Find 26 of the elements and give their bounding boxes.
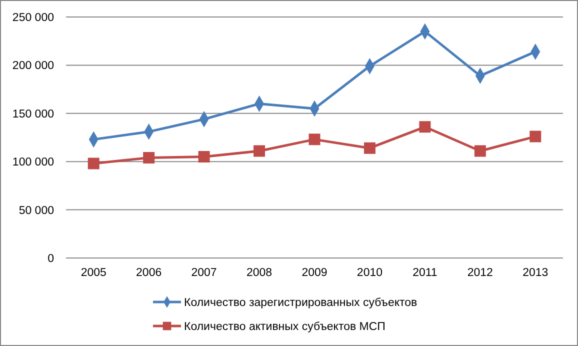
- x-tick-label: 2012: [467, 267, 493, 279]
- point: [474, 145, 486, 157]
- point: [308, 134, 320, 146]
- legend-label: Количество зарегистрированных субъектов: [184, 297, 418, 310]
- x-tick-label: 2008: [246, 267, 272, 279]
- x-tick-label: 2009: [302, 267, 328, 279]
- y-tick-label: 100 000: [12, 156, 54, 169]
- y-tick-label: 200 000: [12, 60, 54, 72]
- point: [254, 145, 266, 157]
- x-tick-label: 2011: [412, 267, 438, 279]
- y-tick-label: 250 000: [12, 12, 54, 24]
- y-tick-label: 50 000: [18, 204, 54, 217]
- x-tick-label: 2006: [136, 267, 162, 279]
- y-tick-label: 150 000: [12, 108, 54, 120]
- legend-label: Количество активных субъектов МСП: [184, 321, 386, 334]
- point: [198, 151, 210, 163]
- point: [88, 158, 100, 170]
- point: [364, 142, 376, 154]
- x-tick-label: 2010: [356, 267, 383, 279]
- x-tick-label: 2013: [522, 267, 548, 279]
- point: [419, 121, 431, 133]
- x-tick-label: 2005: [80, 267, 106, 279]
- point: [143, 152, 155, 164]
- y-tick-label: 0: [48, 253, 54, 266]
- point: [530, 130, 542, 142]
- x-tick-label: 2007: [191, 267, 217, 279]
